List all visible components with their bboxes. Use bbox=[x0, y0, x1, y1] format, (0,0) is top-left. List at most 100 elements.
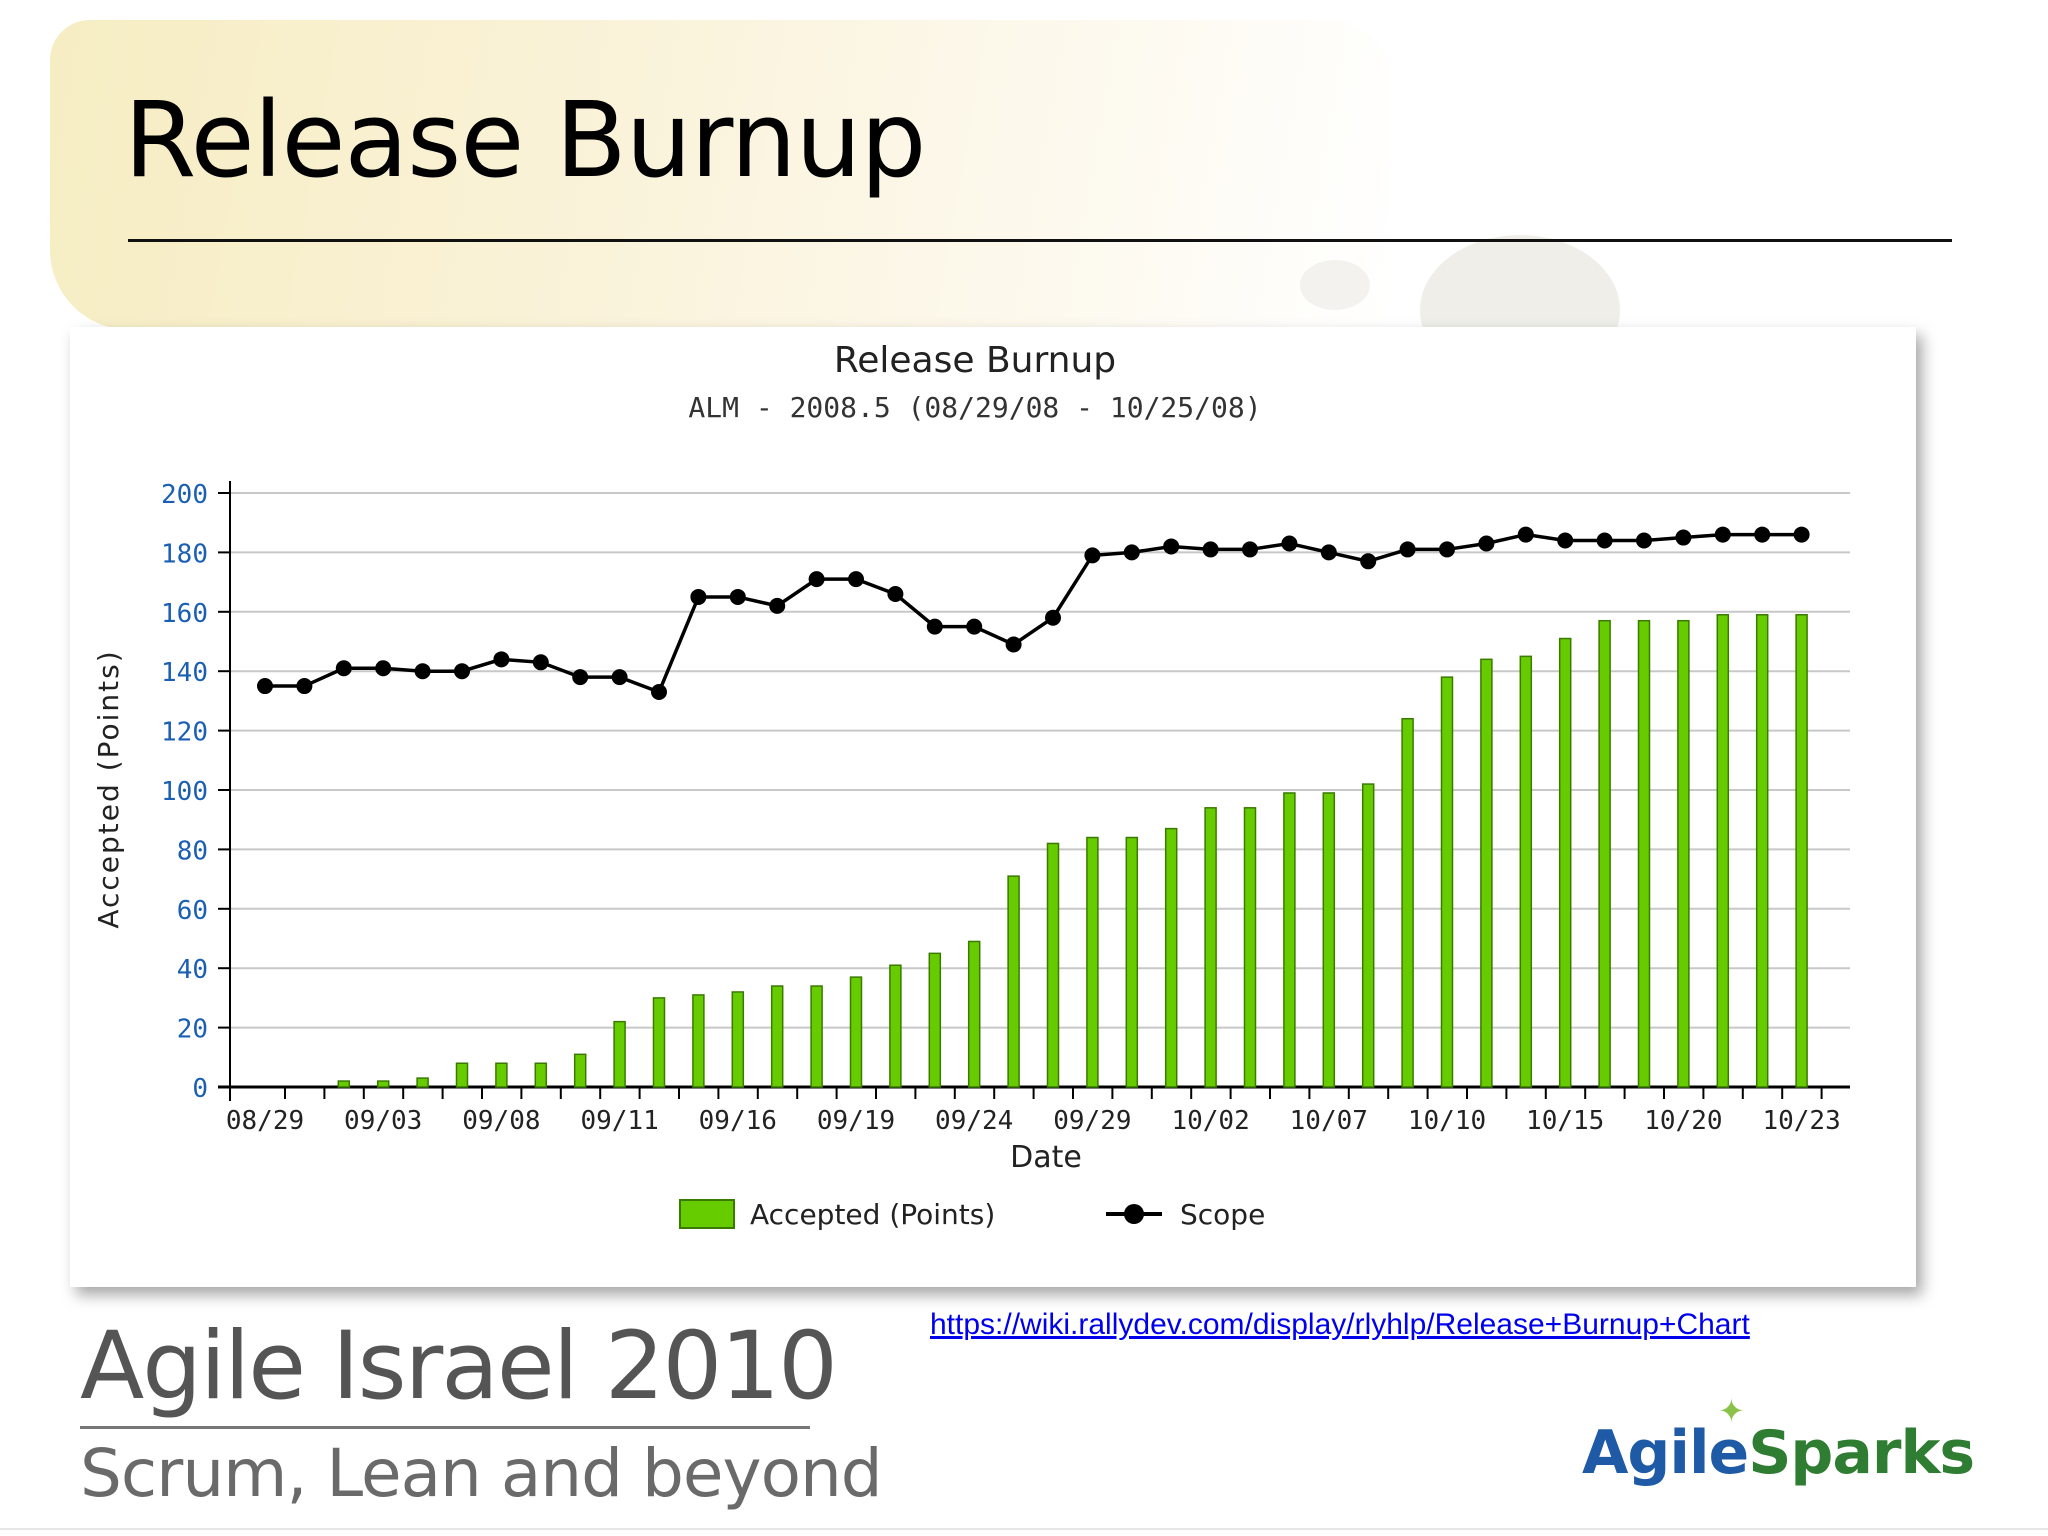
scope-point bbox=[1793, 526, 1810, 543]
slide-title: Release Burnup bbox=[124, 79, 926, 201]
accepted-bar bbox=[455, 1062, 469, 1088]
accepted-bar bbox=[573, 1053, 587, 1088]
logo-spark-icon: ✦ bbox=[1718, 1393, 1745, 1429]
x-tick-label: 10/15 bbox=[1526, 1106, 1604, 1136]
agilesparks-logo: AgileSparks bbox=[1582, 1418, 1975, 1488]
scope-point bbox=[1005, 636, 1022, 653]
scope-point bbox=[1636, 532, 1652, 549]
scope-point bbox=[1557, 532, 1574, 549]
accepted-bar bbox=[1007, 875, 1020, 1088]
x-tick-label: 09/24 bbox=[935, 1106, 1013, 1136]
scope-line bbox=[257, 526, 1810, 700]
x-tick-label: 09/19 bbox=[817, 1106, 895, 1136]
accepted-bar bbox=[1322, 792, 1336, 1088]
scope-point bbox=[887, 585, 904, 602]
source-link[interactable]: https://wiki.rallydev.com/display/rlyhlp… bbox=[930, 1308, 1750, 1341]
accepted-bar bbox=[1480, 658, 1493, 1088]
legend-swatch-accepted bbox=[679, 1199, 735, 1229]
y-tick-label: 140 bbox=[161, 658, 208, 688]
scope-point bbox=[532, 654, 549, 671]
scope-point bbox=[769, 597, 786, 614]
accepted-bar bbox=[928, 952, 942, 1088]
scope-point bbox=[966, 618, 983, 635]
x-tick-label: 10/20 bbox=[1644, 1106, 1722, 1136]
x-tick-label: 10/10 bbox=[1408, 1106, 1486, 1136]
legend-swatch-scope-marker bbox=[1124, 1204, 1144, 1224]
x-tick-label: 09/08 bbox=[462, 1106, 540, 1136]
x-tick-label: 09/29 bbox=[1053, 1106, 1131, 1136]
accepted-bar bbox=[1755, 614, 1769, 1088]
bottom-border bbox=[0, 1528, 2048, 1530]
scope-polyline bbox=[265, 532, 1802, 695]
accepted-bar bbox=[652, 997, 666, 1088]
scope-point bbox=[454, 663, 470, 680]
x-tick-label: 10/02 bbox=[1171, 1106, 1249, 1136]
x-tick-label: 10/23 bbox=[1762, 1106, 1840, 1136]
y-tick-label: 60 bbox=[177, 896, 208, 926]
x-tick-label: 09/03 bbox=[344, 1106, 422, 1136]
title-divider bbox=[128, 239, 1952, 242]
y-tick-label: 40 bbox=[177, 955, 208, 985]
accepted-bar bbox=[810, 985, 823, 1088]
scope-point bbox=[493, 651, 510, 668]
scope-point bbox=[1675, 529, 1692, 546]
accepted-bar bbox=[1164, 827, 1178, 1088]
y-tick-label: 20 bbox=[177, 1015, 208, 1045]
event-divider bbox=[80, 1426, 810, 1429]
y-tick-label: 100 bbox=[161, 777, 208, 807]
scope-point bbox=[572, 669, 589, 686]
burnup-chart: Release Burnup ALM - 2008.5 (08/29/08 - … bbox=[92, 340, 1850, 1231]
accepted-bar bbox=[495, 1062, 508, 1088]
accepted-bar bbox=[613, 1020, 626, 1088]
y-tick-label: 0 bbox=[192, 1074, 208, 1104]
scope-point bbox=[1714, 526, 1731, 543]
accepted-bar bbox=[534, 1062, 548, 1088]
legend-label-scope: Scope bbox=[1180, 1198, 1265, 1231]
accepted-bar bbox=[1243, 807, 1257, 1088]
scope-point bbox=[1596, 532, 1613, 549]
chart-legend: Accepted (Points) Scope bbox=[679, 1198, 1265, 1231]
accepted-bar bbox=[770, 985, 784, 1088]
event-branding: Agile Israel 2010 Scrum, Lean and beyond bbox=[80, 1320, 883, 1512]
event-tagline: Scrum, Lean and beyond bbox=[80, 1435, 883, 1512]
scope-point bbox=[808, 571, 825, 588]
logo-text-sparks: Sparks bbox=[1748, 1418, 1975, 1488]
accepted-bar bbox=[1716, 614, 1730, 1088]
x-tick-label: 10/07 bbox=[1290, 1106, 1368, 1136]
tick-labels: 0 20 40 60 80 100 120 140 160 180 200 08/29 09/03 09/… bbox=[161, 480, 1841, 1136]
scope-point bbox=[690, 588, 707, 605]
accepted-bar bbox=[1795, 614, 1808, 1088]
chart-subtitle: ALM - 2008.5 (08/29/08 - 10/25/08) bbox=[688, 391, 1261, 424]
accepted-bar bbox=[889, 964, 902, 1088]
scope-point bbox=[926, 618, 943, 635]
scope-point bbox=[1399, 541, 1416, 558]
accepted-bar bbox=[376, 1080, 390, 1088]
accepted-bar bbox=[337, 1080, 351, 1088]
accepted-bar bbox=[1558, 637, 1572, 1088]
axes bbox=[218, 481, 1850, 1101]
accepted-bar bbox=[1283, 792, 1296, 1088]
y-axis-label: Accepted (Points) bbox=[92, 649, 125, 928]
accepted-bar bbox=[731, 991, 745, 1088]
scope-point bbox=[848, 571, 864, 588]
accepted-bar bbox=[1086, 836, 1099, 1088]
y-tick-label: 180 bbox=[161, 539, 208, 569]
scope-point bbox=[611, 669, 628, 686]
logo-text-agile: Agile bbox=[1582, 1418, 1749, 1488]
accepted-bar bbox=[1401, 717, 1414, 1088]
scope-point bbox=[1163, 538, 1180, 555]
scope-point bbox=[257, 678, 273, 695]
scope-point bbox=[414, 663, 431, 680]
accepted-bar bbox=[967, 940, 981, 1088]
scope-point bbox=[375, 660, 392, 677]
scope-point bbox=[1478, 535, 1495, 552]
background-splash bbox=[50, 20, 1390, 330]
scope-point bbox=[651, 683, 667, 700]
accepted-bar bbox=[1361, 783, 1375, 1088]
scope-point bbox=[1202, 541, 1219, 558]
x-tick-label: 09/16 bbox=[699, 1106, 777, 1136]
y-tick-label: 160 bbox=[161, 599, 208, 629]
accepted-bar bbox=[1598, 619, 1611, 1088]
y-tick-label: 120 bbox=[161, 718, 208, 748]
chart-title: Release Burnup bbox=[834, 340, 1116, 381]
